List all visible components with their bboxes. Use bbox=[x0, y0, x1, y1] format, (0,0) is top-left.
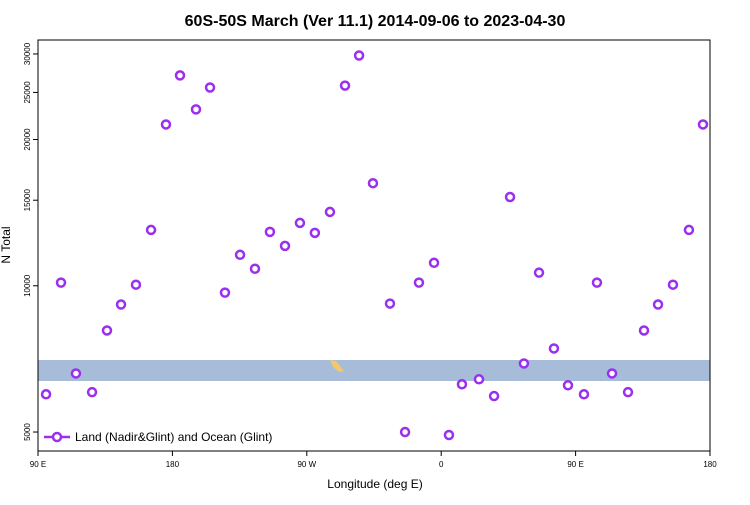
x-tick-label: 90 E bbox=[567, 460, 583, 469]
point bbox=[86, 386, 98, 398]
point bbox=[533, 267, 545, 278]
point bbox=[622, 386, 634, 398]
legend-label: Land (Nadir&Glint) and Ocean (Glint) bbox=[75, 430, 272, 444]
point bbox=[115, 299, 127, 310]
point bbox=[324, 206, 336, 218]
point bbox=[473, 374, 485, 385]
point bbox=[130, 279, 142, 290]
point bbox=[548, 343, 560, 354]
x-axis-label: Longitude (deg E) bbox=[327, 477, 422, 491]
chart-title: 60S-50S March (Ver 11.1) 2014-09-06 to 2… bbox=[185, 13, 566, 30]
point bbox=[367, 177, 379, 189]
plot-frame bbox=[37, 39, 711, 452]
point bbox=[683, 224, 695, 236]
point bbox=[190, 104, 202, 115]
point bbox=[160, 119, 172, 130]
point bbox=[456, 379, 468, 390]
x-tick-label: 180 bbox=[166, 460, 180, 469]
point bbox=[443, 429, 455, 441]
point bbox=[428, 257, 440, 269]
point bbox=[591, 277, 603, 288]
land-patch bbox=[330, 360, 344, 372]
legend-marker bbox=[51, 431, 63, 443]
x-tick-label: 90 W bbox=[297, 460, 316, 469]
point bbox=[264, 226, 276, 238]
y-tick-label: 5000 bbox=[23, 423, 32, 441]
point bbox=[339, 80, 351, 91]
point bbox=[518, 358, 530, 369]
x-tick-label: 90 E bbox=[30, 460, 46, 469]
point bbox=[384, 298, 396, 309]
point bbox=[399, 426, 411, 438]
y-tick-label: 25000 bbox=[23, 81, 32, 104]
map-strip bbox=[38, 360, 710, 381]
y-tick-label: 10000 bbox=[23, 274, 32, 297]
point bbox=[638, 325, 650, 336]
point bbox=[234, 249, 246, 261]
point bbox=[578, 389, 590, 400]
point bbox=[40, 389, 52, 400]
y-axis-label: N Total bbox=[0, 226, 13, 263]
point bbox=[504, 191, 516, 203]
x-tick-label: 180 bbox=[703, 460, 717, 469]
point bbox=[413, 277, 425, 288]
point bbox=[279, 240, 291, 252]
point bbox=[652, 299, 664, 310]
point bbox=[101, 325, 113, 336]
point bbox=[249, 263, 261, 274]
point bbox=[353, 50, 365, 61]
y-tick-label: 15000 bbox=[23, 189, 32, 212]
point bbox=[294, 217, 306, 229]
y-tick-label: 30000 bbox=[23, 42, 32, 65]
point bbox=[174, 70, 186, 81]
point bbox=[697, 119, 709, 130]
point bbox=[562, 380, 574, 391]
y-tick-label: 20000 bbox=[23, 128, 32, 151]
x-tick-label: 0 bbox=[439, 460, 444, 469]
point bbox=[219, 287, 231, 298]
point bbox=[488, 390, 500, 402]
point bbox=[55, 277, 67, 288]
point bbox=[70, 368, 82, 379]
point bbox=[204, 82, 216, 93]
point bbox=[606, 368, 618, 379]
point bbox=[145, 224, 157, 236]
point bbox=[309, 227, 321, 239]
point bbox=[667, 279, 679, 290]
